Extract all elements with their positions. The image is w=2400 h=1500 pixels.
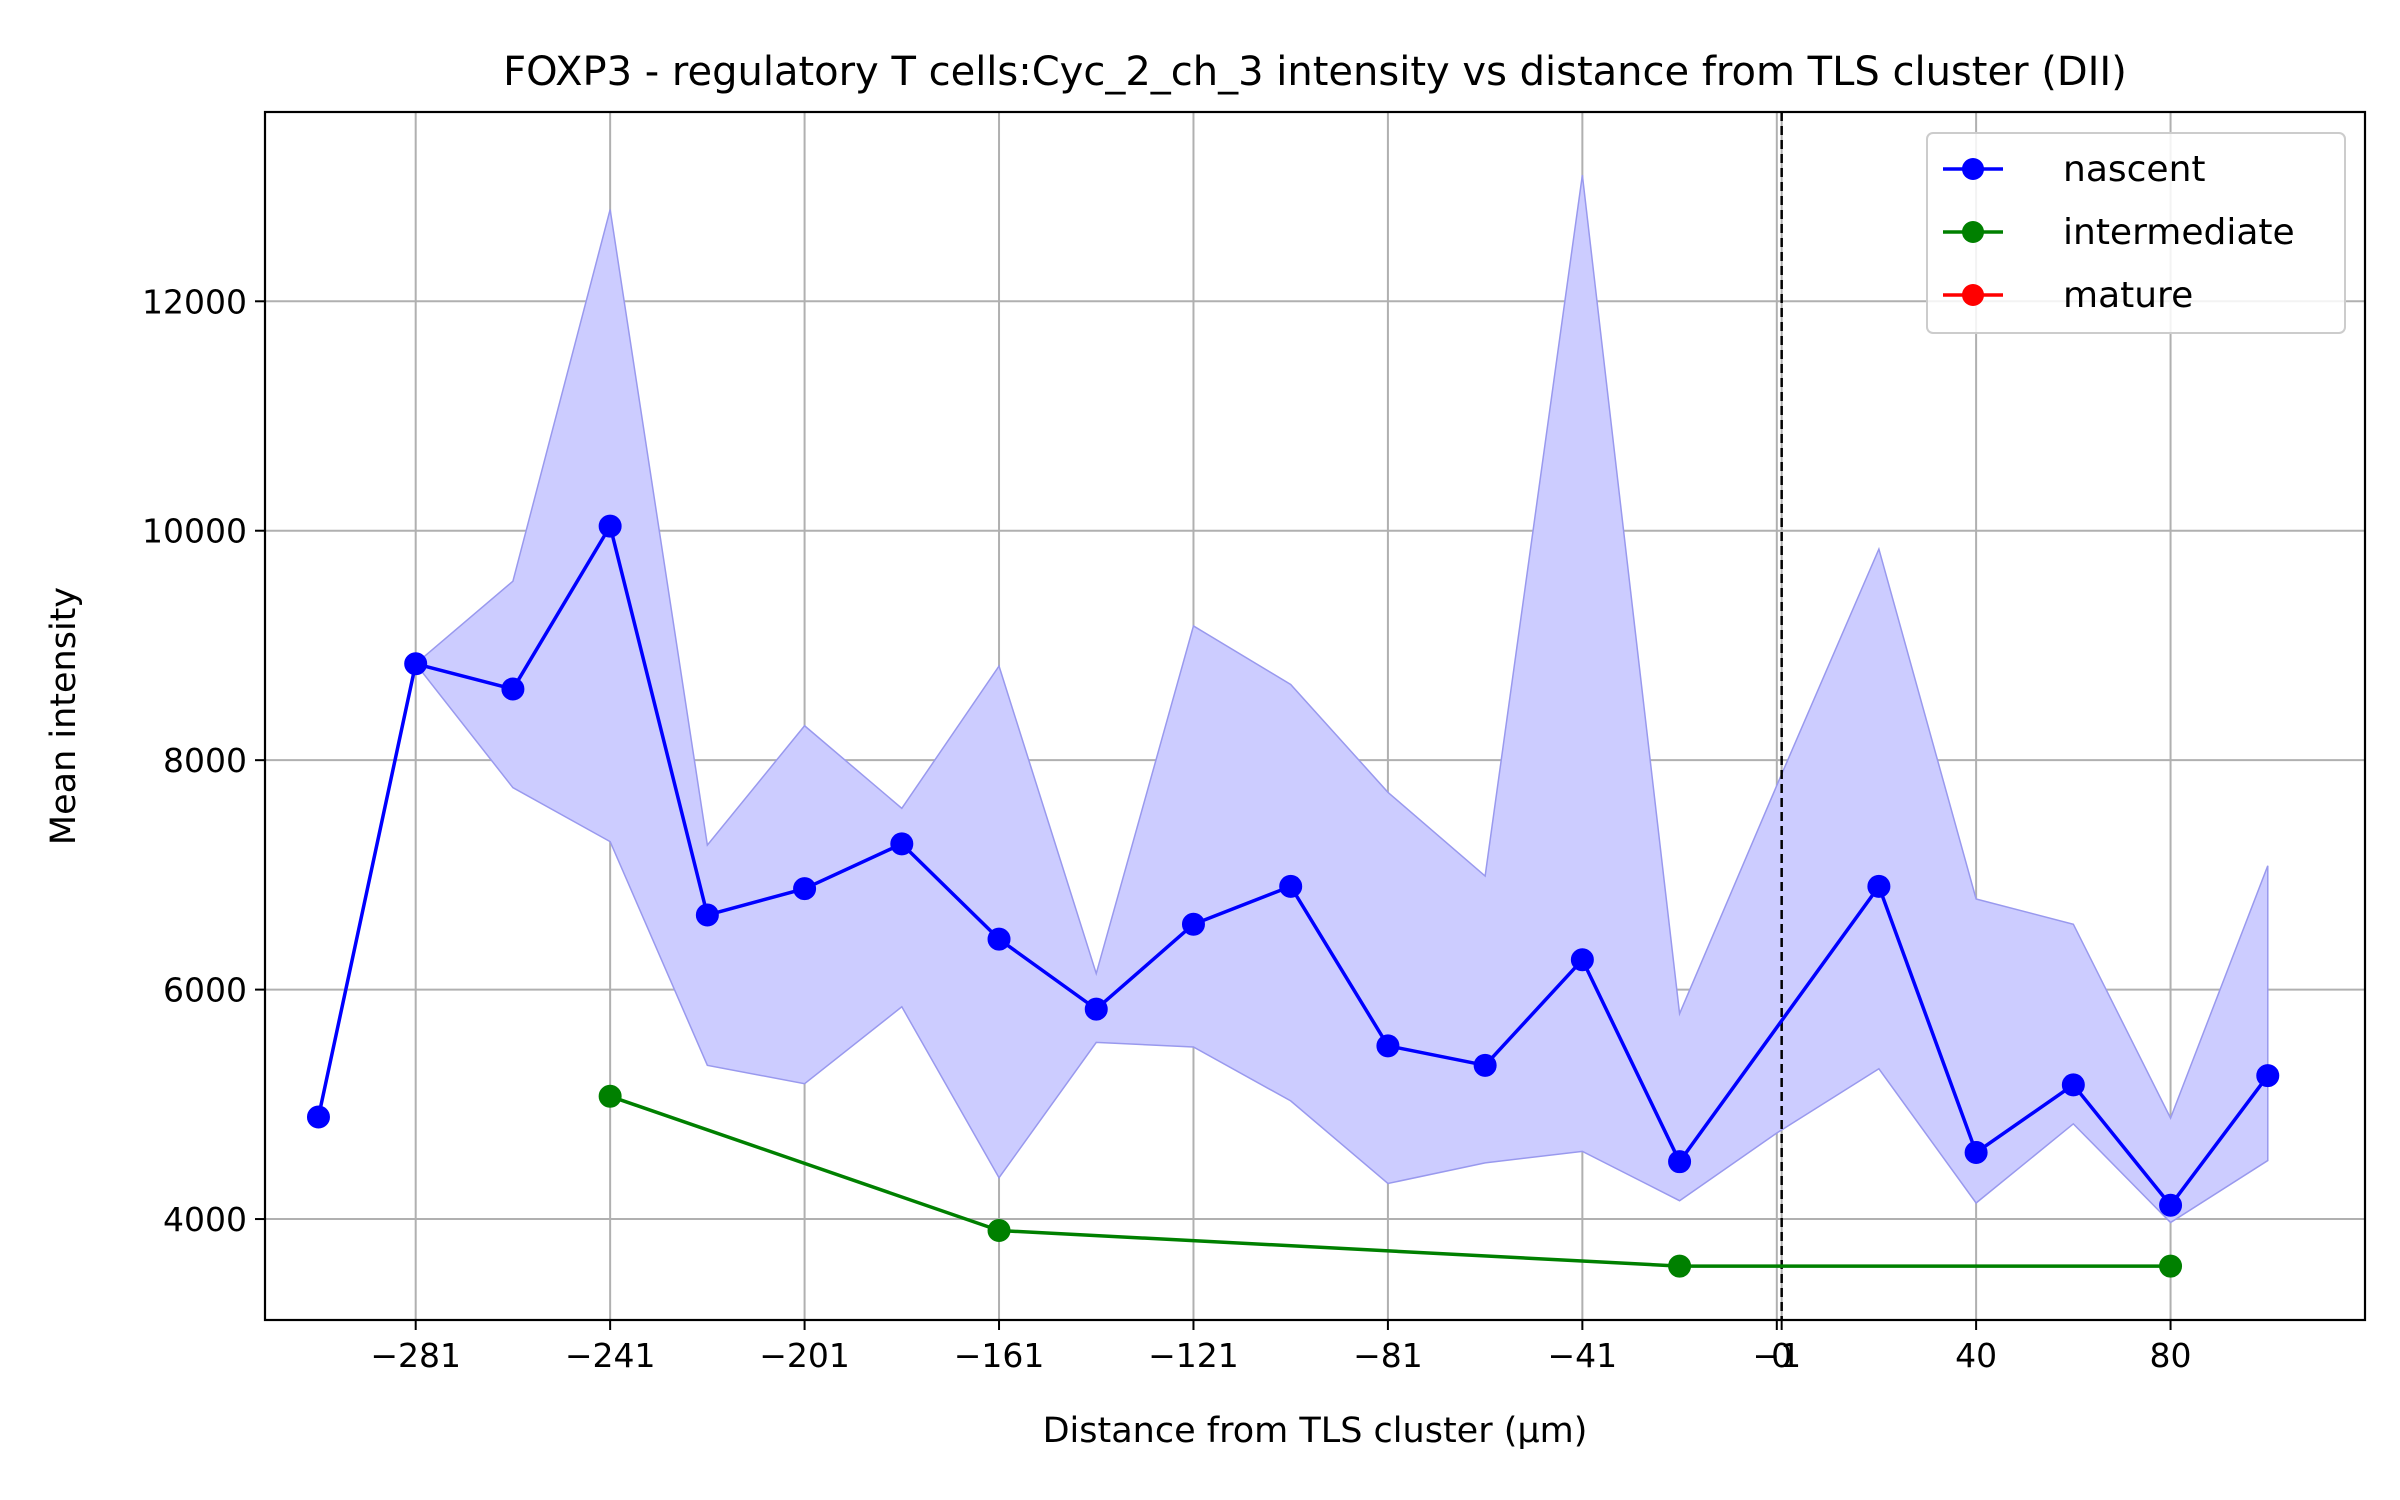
x-tick-label: −161	[954, 1336, 1045, 1375]
y-tick-label: 6000	[163, 971, 247, 1010]
legend-label: mature	[2063, 275, 2193, 316]
nascent-point	[306, 1105, 330, 1129]
legend-swatch-marker	[1962, 158, 1984, 180]
legend-swatch-marker	[1962, 284, 1984, 306]
nascent-confidence-band	[414, 174, 2269, 1224]
nascent-point	[2061, 1073, 2085, 1097]
x-tick-label: −41	[1548, 1336, 1618, 1375]
y-tick-label: 12000	[142, 282, 247, 321]
nascent-point	[1084, 997, 1108, 1021]
nascent-point	[793, 877, 817, 901]
nascent-point	[404, 652, 428, 676]
intermediate-point	[598, 1084, 622, 1108]
x-tick-label: −81	[1353, 1336, 1423, 1375]
legend: nascent intermediate mature	[1926, 132, 2346, 334]
x-tick-label: −121	[1148, 1336, 1239, 1375]
y-tick-label: 4000	[163, 1200, 247, 1239]
plot-frame	[263, 110, 2367, 1322]
series-layer	[306, 514, 2280, 1278]
x-tick-label: −281	[370, 1336, 461, 1375]
intermediate-point	[2159, 1254, 2183, 1278]
nascent-point	[1570, 948, 1594, 972]
legend-label: nascent	[2063, 149, 2206, 190]
intermediate-line	[609, 1094, 2171, 1268]
nascent-point	[1867, 874, 1891, 898]
nascent-point	[1668, 1150, 1692, 1174]
nascent-point	[501, 677, 525, 701]
y-tick-label: 8000	[163, 741, 247, 780]
legend-box	[1926, 132, 2346, 334]
y-tick-label: 10000	[142, 512, 247, 551]
band-layer	[414, 174, 2269, 1224]
nascent-point	[598, 514, 622, 538]
y-axis-label: Mean intensity	[44, 587, 84, 845]
ticks-layer: −281 −241 −201 −161 −121 −81 −41 −10 40 80 4000 600…	[142, 282, 2192, 1375]
x-tick-label: −241	[565, 1336, 656, 1375]
nascent-line	[316, 524, 2270, 1208]
x-tick-label: 40	[1955, 1336, 1997, 1375]
legend-swatch-marker	[1962, 221, 1984, 243]
intermediate-point	[1668, 1254, 1692, 1278]
x-tick-label: 80	[2150, 1336, 2192, 1375]
x-axis-label: Distance from TLS cluster (μm)	[1043, 1411, 1588, 1451]
intermediate-point	[987, 1219, 1011, 1243]
chart-title: FOXP3 - regulatory T cells:Cyc_2_ch_3 in…	[503, 49, 2127, 95]
nascent-point	[1473, 1053, 1497, 1077]
nascent-point	[1964, 1141, 1988, 1165]
nascent-point	[987, 927, 1011, 951]
nascent-point	[1376, 1034, 1400, 1058]
x-tick-label: −1	[1752, 1336, 1801, 1375]
x-tick-label: −201	[759, 1336, 850, 1375]
x-tick-label: 0	[1771, 1336, 1792, 1375]
nascent-point	[2256, 1064, 2280, 1088]
legend-label: intermediate	[2063, 212, 2295, 253]
nascent-point	[890, 832, 914, 856]
nascent-point	[695, 903, 719, 927]
nascent-point	[1181, 912, 1205, 936]
nascent-point	[1279, 874, 1303, 898]
nascent-point	[2159, 1193, 2183, 1217]
